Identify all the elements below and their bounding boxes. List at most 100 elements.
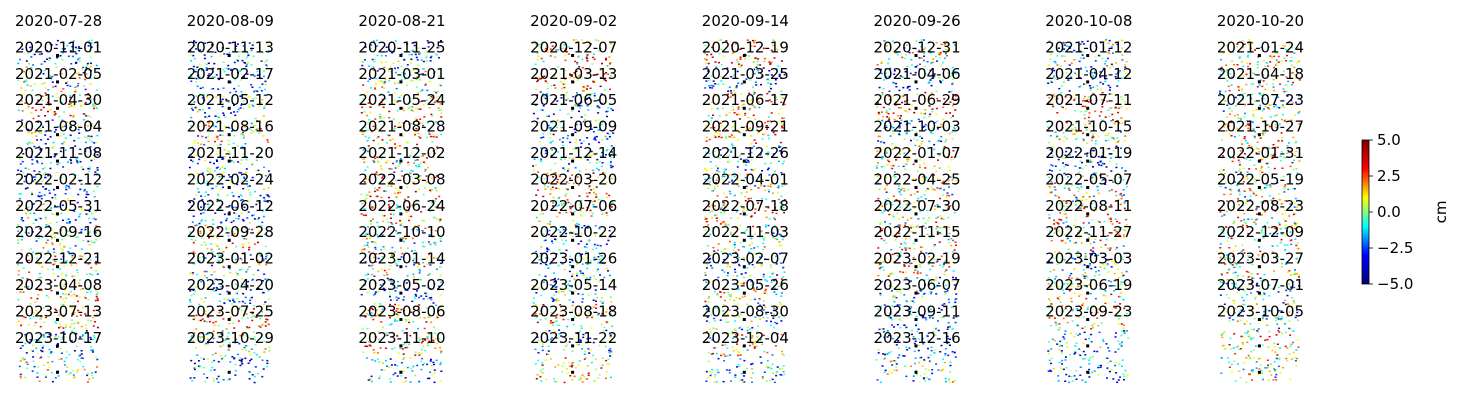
pixel (710, 167, 713, 170)
pixel (750, 159, 753, 161)
pixel (907, 122, 910, 125)
map-panel (877, 250, 955, 277)
pixel (556, 119, 559, 122)
pixel (1241, 224, 1244, 227)
pixel (713, 205, 716, 207)
pixel (190, 104, 193, 106)
pixel (1075, 122, 1078, 124)
pixel (897, 106, 900, 109)
pixel (267, 170, 270, 172)
pixel (1275, 52, 1278, 54)
pixel (74, 72, 77, 74)
map-panel (1047, 171, 1128, 199)
pixel (217, 233, 220, 236)
pixel (51, 238, 54, 240)
pixel (400, 256, 403, 258)
pixel (1256, 86, 1259, 88)
pixel (1109, 247, 1112, 249)
pixel (1094, 56, 1097, 58)
pixel (1232, 206, 1235, 208)
pixel (230, 221, 233, 224)
pixel (891, 130, 894, 132)
pixel (714, 61, 717, 63)
pixel (739, 224, 742, 227)
map-panel (704, 65, 786, 93)
pixel (745, 128, 748, 131)
pixel (733, 242, 736, 244)
pixel (370, 130, 373, 133)
pixel (1267, 226, 1270, 229)
pixel (1266, 200, 1269, 202)
pixel (1091, 78, 1094, 80)
pixel (921, 200, 924, 203)
pixel (1105, 166, 1108, 168)
pixel (389, 139, 392, 141)
pixel (571, 275, 574, 278)
pixel (936, 120, 939, 123)
pixel (195, 81, 198, 83)
pixel (1279, 241, 1282, 243)
pixel (422, 60, 425, 63)
pixel (413, 132, 416, 135)
pixel (83, 85, 86, 87)
map-panel (1219, 145, 1301, 172)
pixel (1277, 61, 1280, 63)
pixel (782, 206, 785, 209)
pixel (1270, 153, 1273, 156)
pixel (258, 86, 261, 89)
pixel (728, 155, 731, 157)
pixel (535, 234, 538, 237)
pixel (418, 188, 421, 190)
pixel (190, 226, 193, 228)
pixel (1056, 222, 1059, 224)
pixel (574, 167, 577, 169)
pixel (885, 184, 888, 186)
pixel (236, 43, 239, 45)
pixel (411, 79, 414, 82)
pixel (205, 69, 208, 71)
pixel (1260, 214, 1263, 216)
pixel (731, 144, 734, 147)
pixel (544, 275, 547, 278)
pixel (1237, 198, 1240, 200)
pixel (395, 179, 398, 182)
pixel (567, 98, 570, 100)
pixel (30, 156, 33, 159)
pixel (936, 225, 939, 228)
pixel (420, 155, 423, 158)
pixel (566, 199, 569, 201)
pixel (433, 200, 436, 202)
pixel (418, 268, 421, 271)
pixel (43, 253, 46, 255)
pixel (1259, 173, 1262, 175)
pixel (1102, 229, 1105, 232)
pixel (397, 190, 400, 192)
pixel (1077, 230, 1080, 233)
pixel (61, 119, 64, 122)
pixel (382, 246, 385, 248)
pixel (1121, 59, 1124, 61)
pixel (216, 138, 219, 140)
pixel (1074, 219, 1077, 221)
pixel (1284, 220, 1287, 222)
pixel (904, 243, 907, 245)
pixel (572, 219, 575, 222)
pixel (433, 72, 436, 75)
pixel (1113, 123, 1116, 125)
pixel (742, 207, 745, 210)
pixel (587, 263, 590, 265)
pixel (37, 121, 40, 123)
pixel (87, 263, 90, 265)
pixel (77, 193, 80, 196)
pixel (600, 255, 603, 257)
pixel (610, 209, 613, 212)
pixel (87, 93, 90, 95)
pixel (1286, 145, 1289, 147)
pixel (215, 153, 218, 155)
pixel (217, 259, 219, 262)
pixel (1298, 153, 1301, 155)
pixel (729, 217, 732, 219)
pixel (888, 117, 891, 119)
pixel (1110, 93, 1113, 95)
pixel (938, 77, 941, 79)
